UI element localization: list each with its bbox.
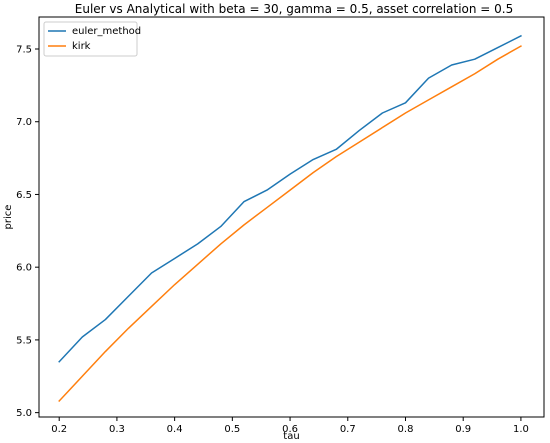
series-layer bbox=[58, 34, 522, 403]
x-axis-label: tau bbox=[283, 431, 299, 442]
x-tick-label: 0.2 bbox=[51, 424, 67, 435]
y-axis: 5.0 5.5 6.0 6.5 7.0 7.5 bbox=[16, 45, 39, 419]
legend-label-euler-method: euler_method bbox=[72, 26, 141, 37]
x-tick-label: 0.7 bbox=[340, 424, 356, 435]
y-axis-label: price bbox=[3, 205, 14, 230]
x-tick-label: 1.0 bbox=[513, 424, 529, 435]
y-tick-label: 5.0 bbox=[16, 408, 32, 419]
legend-box bbox=[43, 21, 138, 57]
plot-frame bbox=[38, 16, 545, 418]
y-tick-label: 7.5 bbox=[16, 45, 32, 56]
x-tick-label: 0.6 bbox=[282, 424, 298, 435]
x-tick-label: 0.8 bbox=[398, 424, 414, 435]
x-tick-label: 0.9 bbox=[455, 424, 471, 435]
x-tick-label: 0.5 bbox=[224, 424, 240, 435]
legend-label-kirk: kirk bbox=[72, 41, 91, 52]
chart-title: Euler vs Analytical with beta = 30, gamm… bbox=[75, 2, 514, 16]
series-line-euler-method bbox=[58, 34, 522, 363]
legend: euler_method kirk bbox=[43, 21, 141, 57]
x-tick-label: 0.4 bbox=[167, 424, 183, 435]
y-tick-label: 7.0 bbox=[16, 117, 32, 128]
y-tick-label: 6.0 bbox=[16, 263, 32, 274]
series-line-kirk bbox=[58, 45, 522, 403]
x-tick-label: 0.3 bbox=[109, 424, 125, 435]
y-tick-label: 6.5 bbox=[16, 190, 32, 201]
x-axis: 0.2 0.3 0.4 0.5 0.6 0.7 0.8 0.9 1.0 bbox=[51, 417, 529, 435]
y-tick-label: 5.5 bbox=[16, 335, 32, 346]
